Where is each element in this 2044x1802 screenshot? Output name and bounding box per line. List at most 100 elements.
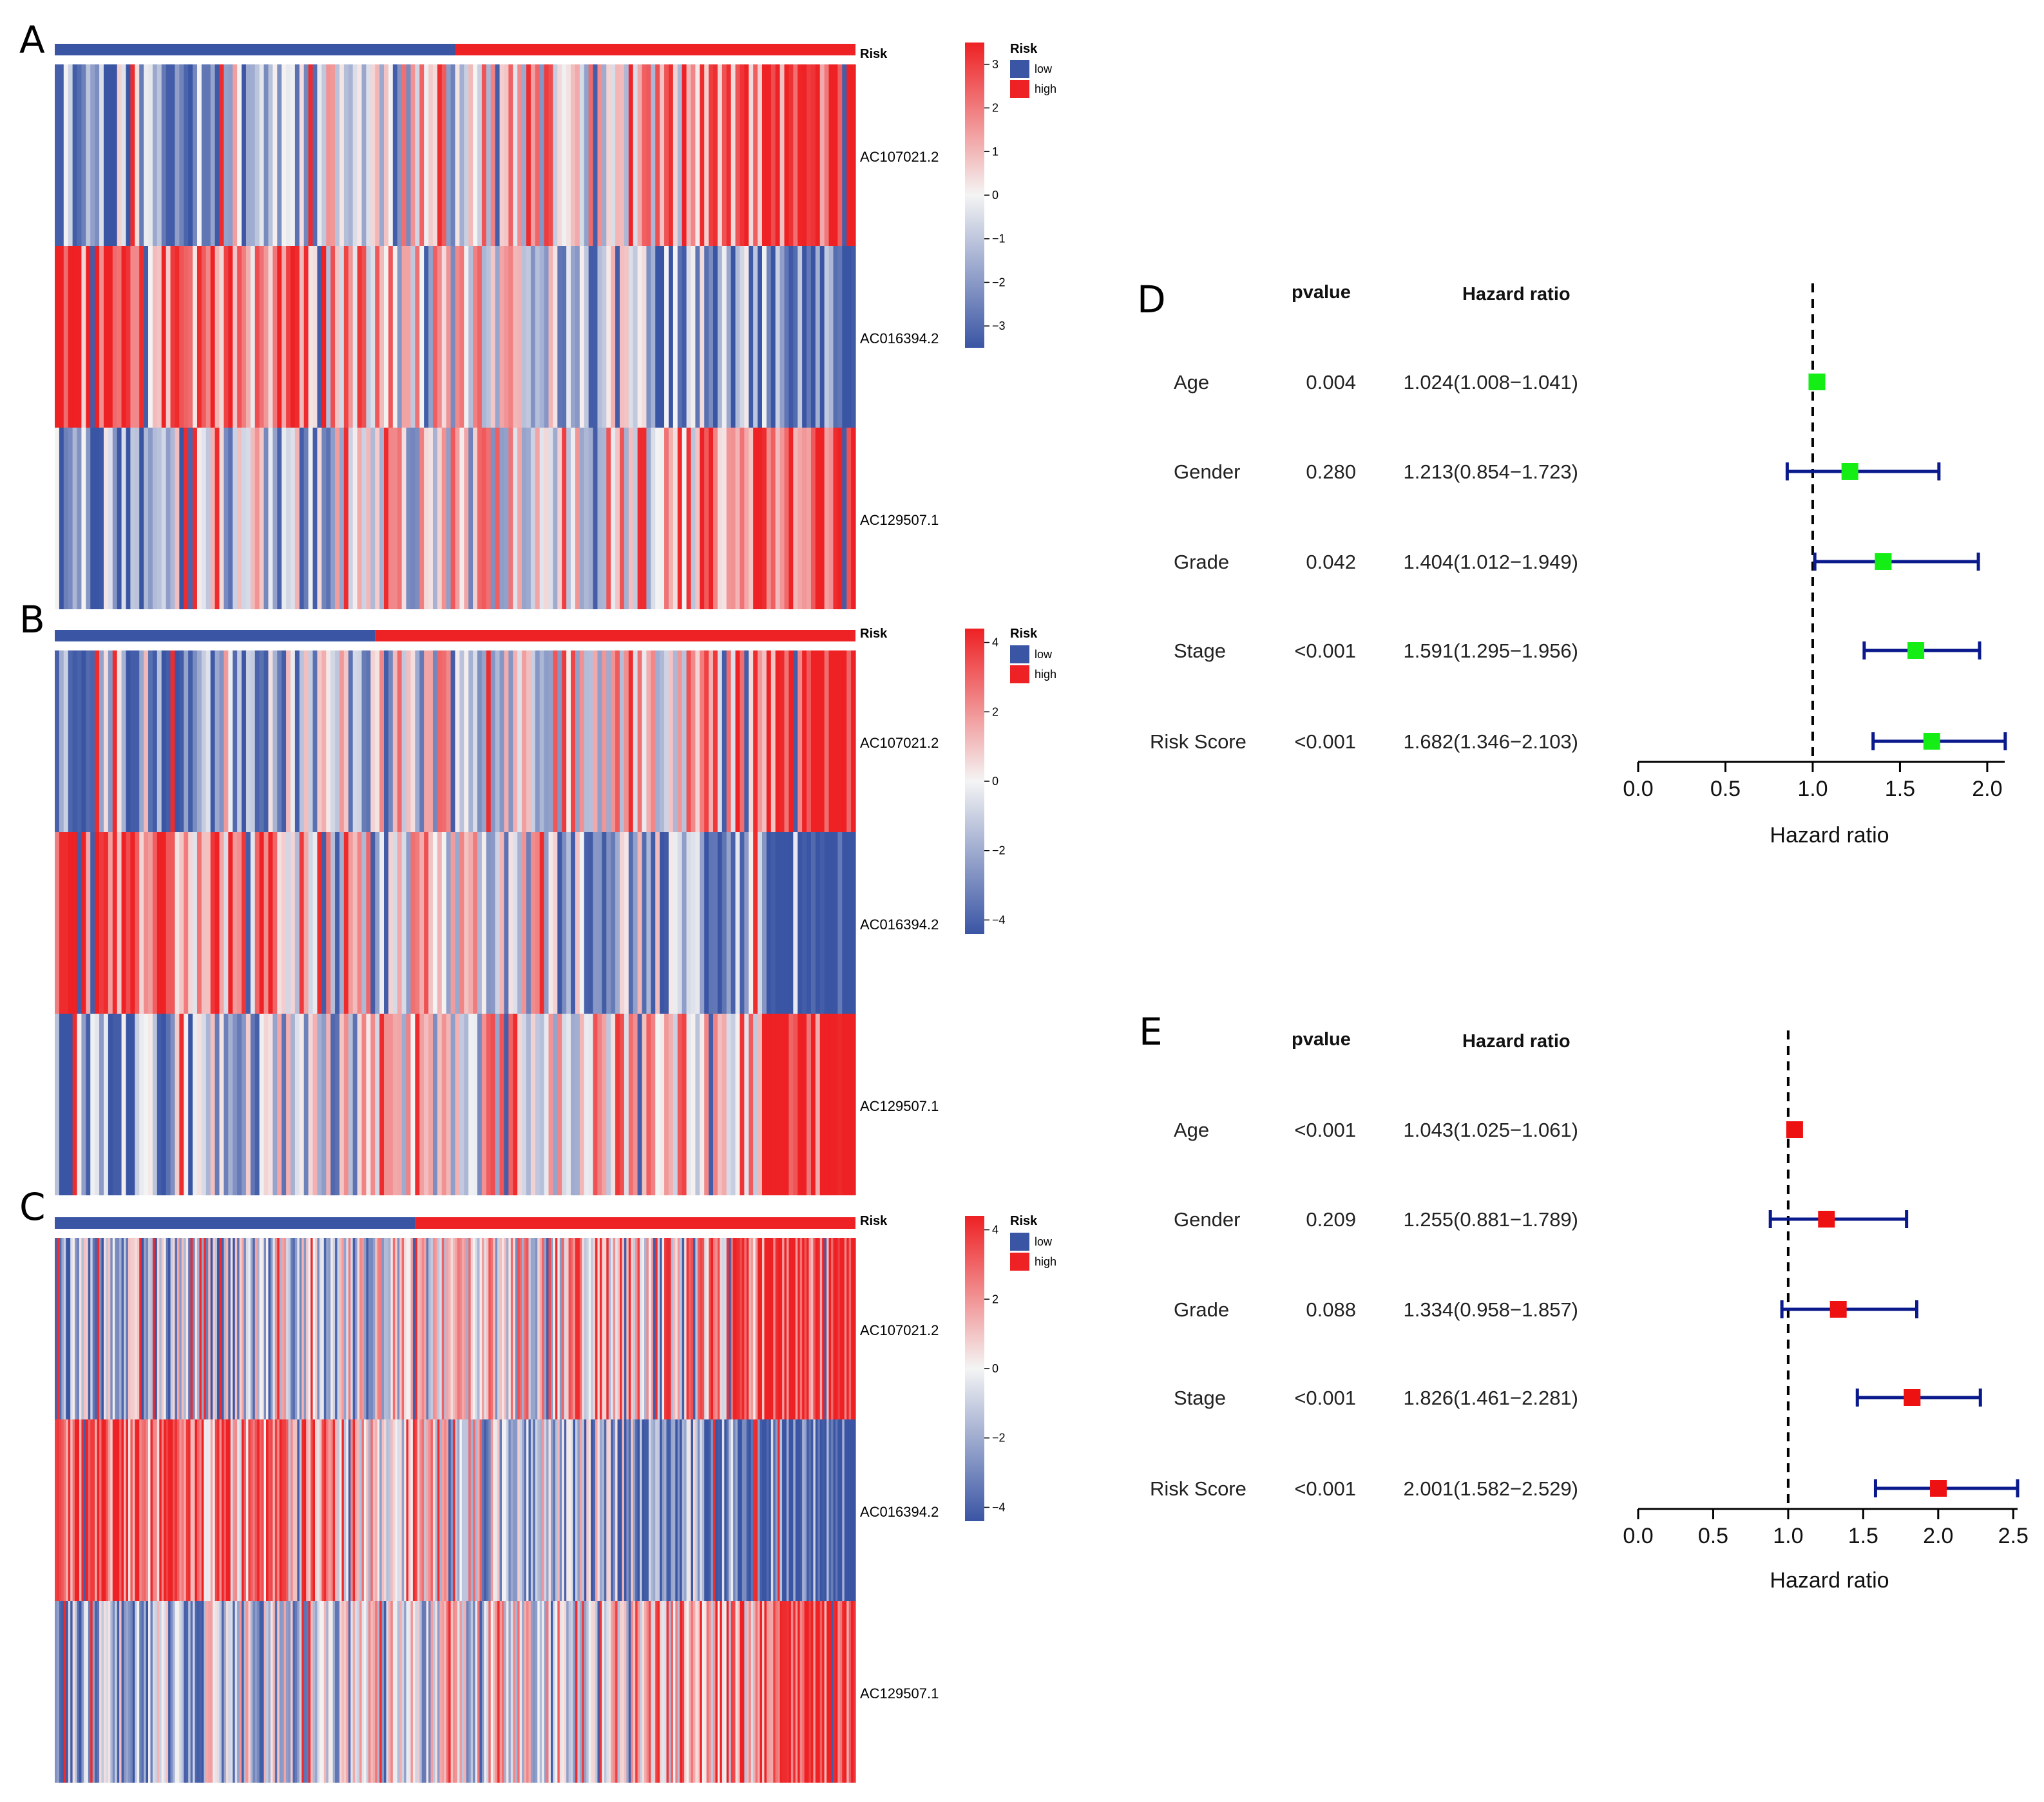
heatmap-cell <box>292 1419 296 1601</box>
heatmap-cell <box>310 1601 314 1783</box>
pvalue-header: pvalue <box>1292 282 1351 303</box>
heatmap-cell <box>597 650 602 832</box>
heatmap-cell <box>477 64 482 246</box>
heatmap-cell <box>330 64 336 246</box>
heatmap-cell <box>204 1601 207 1783</box>
heatmap-cell <box>444 1419 447 1601</box>
heatmap-cell <box>377 1601 380 1783</box>
heatmap-cell <box>170 1601 173 1783</box>
heatmap-cell <box>381 1419 385 1601</box>
heatmap-cell <box>631 1419 634 1601</box>
heatmap-cell <box>437 1419 440 1601</box>
heatmap-cell <box>495 428 501 609</box>
heatmap-cell <box>99 64 104 246</box>
heatmap-cell <box>126 64 131 246</box>
heatmap-cell <box>784 832 790 1014</box>
heatmap-cell <box>826 1601 830 1783</box>
heatmap-cell <box>72 1238 75 1419</box>
heatmap-cell <box>515 1238 518 1419</box>
heatmap-cell <box>802 64 807 246</box>
heatmap-cell <box>810 1238 814 1419</box>
heatmap-cell <box>444 1601 447 1783</box>
heatmap-cell <box>196 246 202 428</box>
heatmap-cell <box>779 1014 785 1195</box>
heatmap-cell <box>210 1014 216 1195</box>
heatmap-cell <box>424 1014 429 1195</box>
heatmap-cell <box>397 428 403 609</box>
heatmap-cell <box>798 832 803 1014</box>
heatmap-cell <box>793 650 798 832</box>
heatmap-cell <box>749 428 754 609</box>
heatmap-cell <box>753 832 758 1014</box>
heatmap-cell <box>441 1014 447 1195</box>
heatmap-cell <box>490 1238 493 1419</box>
heatmap-cell <box>201 1419 204 1601</box>
heatmap-cell <box>615 1238 618 1419</box>
heatmap-cell <box>704 650 709 832</box>
heatmap-cell <box>468 1014 473 1195</box>
heatmap-cell <box>468 1419 472 1601</box>
heatmap-cell <box>490 1014 496 1195</box>
heatmap-cell <box>108 1238 111 1419</box>
heatmap-cell <box>586 1238 589 1419</box>
heatmap-cell <box>184 64 189 246</box>
heatmap-cell <box>388 428 394 609</box>
heatmap-cell <box>112 1601 115 1783</box>
heatmap-cell <box>851 1014 856 1195</box>
heatmap-cell <box>63 428 69 609</box>
heatmap-cell <box>691 832 696 1014</box>
row-hazard-ratio: 1.404(1.012−1.949) <box>1404 551 1578 573</box>
heatmap-cell <box>157 832 162 1014</box>
heatmap-cell <box>450 832 456 1014</box>
hr-point <box>1818 1211 1835 1228</box>
heatmap-cell <box>759 1601 763 1783</box>
heatmap-cell <box>526 650 531 832</box>
heatmap-cell <box>95 64 100 246</box>
heatmap-cell <box>314 1419 318 1601</box>
heatmap-cell <box>450 1419 454 1601</box>
heatmap-cell <box>635 1419 638 1601</box>
heatmap-cell <box>579 1238 582 1419</box>
x-tick-label: 0.5 <box>1710 777 1741 801</box>
heatmap-cell <box>196 1238 200 1419</box>
heatmap-cell <box>242 64 247 246</box>
heatmap-cell <box>761 1601 765 1783</box>
heatmap-cell <box>141 1238 144 1419</box>
heatmap-cell <box>290 64 296 246</box>
heatmap-cell <box>312 1238 316 1419</box>
heatmap-cell <box>740 1419 743 1601</box>
heatmap-cell <box>359 1238 363 1419</box>
heatmap-cell <box>544 428 549 609</box>
heatmap-cell <box>312 832 318 1014</box>
heatmap-cell <box>591 1238 594 1419</box>
heatmap-cell <box>310 1238 314 1419</box>
heatmap-cell <box>357 246 363 428</box>
heatmap-cell <box>428 1601 432 1783</box>
heatmap-cell <box>741 1601 745 1783</box>
heatmap-cell <box>497 1419 501 1601</box>
heatmap-cell <box>439 1238 443 1419</box>
heatmap-cell <box>210 650 216 832</box>
heatmap-cell <box>95 832 100 1014</box>
heatmap-cell <box>660 1419 663 1601</box>
heatmap-cell <box>339 832 345 1014</box>
heatmap-cell <box>397 1419 400 1601</box>
heatmap-cell <box>201 832 207 1014</box>
heatmap-cell <box>721 246 727 428</box>
heatmap-cell <box>464 1014 469 1195</box>
heatmap-cell <box>348 1601 351 1783</box>
heatmap-cell <box>68 428 73 609</box>
heatmap-cell <box>157 1601 160 1783</box>
heatmap-cell <box>831 1601 834 1783</box>
heatmap-cell <box>784 64 790 246</box>
scale-tick-label: −2 <box>992 276 1006 289</box>
heatmap-cell <box>575 428 580 609</box>
heatmap-cell <box>392 1419 396 1601</box>
heatmap-cell <box>448 1601 452 1783</box>
heatmap-cell <box>584 832 589 1014</box>
heatmap-cell <box>201 246 207 428</box>
heatmap-cell <box>660 1238 663 1419</box>
heatmap-cell <box>155 1419 158 1601</box>
heatmap-cell <box>317 832 322 1014</box>
heatmap-cell <box>548 1419 551 1601</box>
